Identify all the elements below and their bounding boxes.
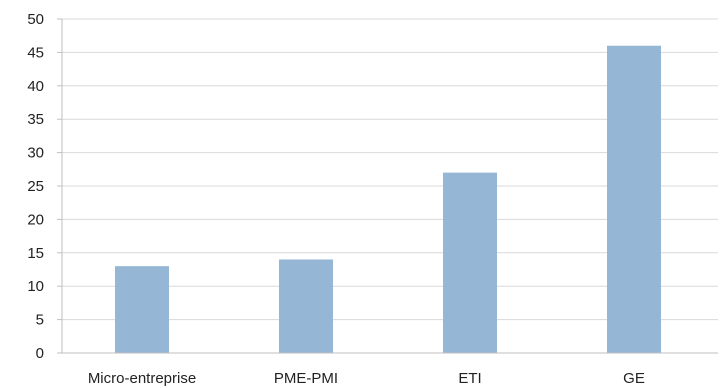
y-tick-label: 50 — [27, 11, 44, 28]
bar-micro-entreprise — [115, 266, 169, 353]
x-tick-label: PME-PMI — [274, 370, 338, 387]
y-tick-label: 45 — [27, 44, 44, 61]
x-tick-label: ETI — [458, 370, 481, 387]
bar-ge — [607, 45, 661, 353]
y-tick-label: 25 — [27, 178, 44, 195]
y-tick-label: 10 — [27, 278, 44, 295]
y-tick-label: 30 — [27, 145, 44, 162]
x-tick-label: Micro-entreprise — [88, 370, 196, 387]
y-tick-label: 0 — [36, 345, 44, 362]
bars — [115, 45, 661, 353]
y-tick-label: 40 — [27, 78, 44, 95]
bar-eti — [443, 172, 497, 353]
axes — [57, 18, 718, 354]
gridlines — [62, 18, 718, 321]
y-tick-labels: 0 5 10 15 20 25 30 35 40 45 50 — [27, 11, 44, 362]
y-tick-label: 15 — [27, 245, 44, 262]
x-tick-label: GE — [623, 370, 645, 387]
y-tick-label: 5 — [36, 312, 44, 329]
x-tick-labels: Micro-entreprise PME-PMI ETI GE — [88, 370, 645, 387]
y-tick-label: 20 — [27, 211, 44, 228]
y-tick-label: 35 — [27, 111, 44, 128]
bar-pme-pmi — [279, 259, 333, 353]
